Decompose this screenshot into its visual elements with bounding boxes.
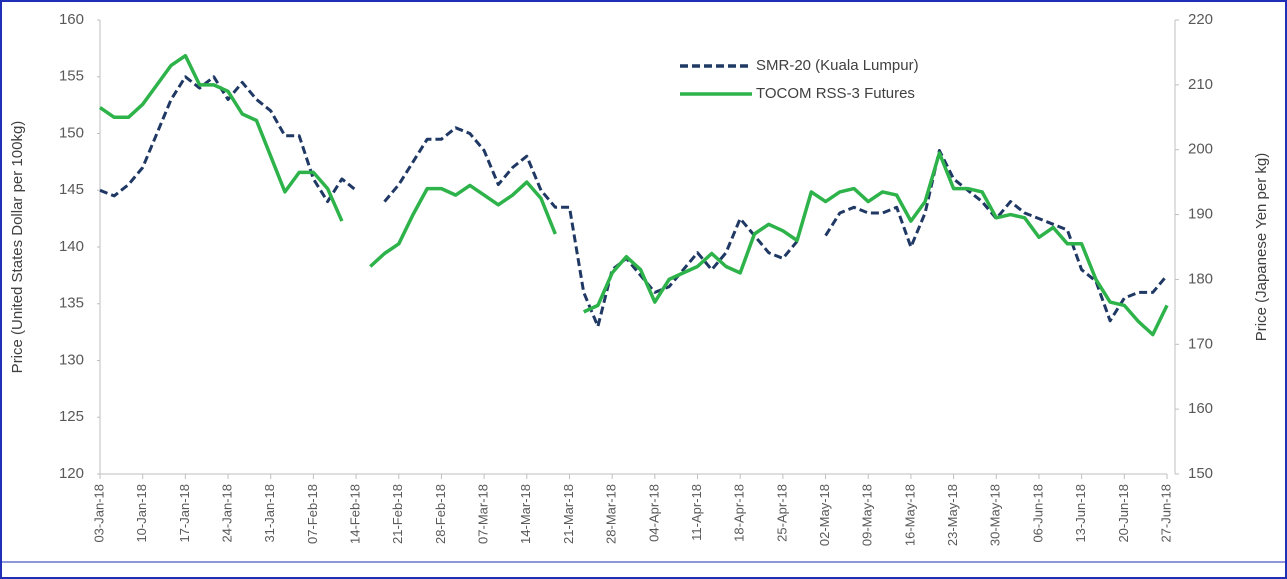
y-tick-label: 155 xyxy=(59,68,84,85)
y-tick-label: 160 xyxy=(59,11,84,28)
legend-label: TOCOM RSS-3 Futures xyxy=(756,85,915,102)
y-tick-label: 145 xyxy=(59,181,84,198)
y-tick-label: 140 xyxy=(59,238,84,255)
series-line xyxy=(582,151,1169,337)
y2-tick-label: 200 xyxy=(1188,141,1213,158)
y-tick-label: 135 xyxy=(59,295,84,312)
y2-tick-label: 180 xyxy=(1188,270,1213,287)
x-tick-label: 30-May-18 xyxy=(988,484,1003,546)
y-tick-label: 120 xyxy=(59,465,84,482)
x-tick-label: 13-Jun-18 xyxy=(1073,484,1088,543)
x-tick-label: 14-Feb-18 xyxy=(348,484,363,544)
x-tick-label: 23-May-18 xyxy=(945,484,960,546)
x-tick-label: 25-Apr-18 xyxy=(774,484,789,542)
x-tick-label: 07-Feb-18 xyxy=(305,484,320,544)
x-tick-label: 11-Apr-18 xyxy=(689,484,704,541)
legend-label: SMR-20 (Kuala Lumpur) xyxy=(756,57,919,74)
y-tick-label: 150 xyxy=(59,124,84,141)
x-tick-label: 09-May-18 xyxy=(860,484,875,546)
x-tick-label: 20-Jun-18 xyxy=(1116,484,1131,543)
x-tick-label: 10-Jan-18 xyxy=(134,484,149,543)
y-tick-label: 125 xyxy=(59,408,84,425)
x-tick-label: 21-Feb-18 xyxy=(390,484,405,544)
series-line xyxy=(369,180,557,268)
x-tick-label: 21-Mar-18 xyxy=(561,484,576,544)
x-tick-label: 04-Apr-18 xyxy=(646,484,661,542)
series-line xyxy=(824,149,1169,323)
y2-tick-label: 160 xyxy=(1188,400,1213,417)
series-line xyxy=(99,53,344,222)
x-tick-label: 03-Jan-18 xyxy=(91,484,106,543)
x-tick-label: 28-Mar-18 xyxy=(604,484,619,544)
x-tick-label: 31-Jan-18 xyxy=(262,484,277,543)
series-line xyxy=(99,75,358,204)
y-tick-label: 130 xyxy=(59,351,84,368)
x-tick-label: 18-Apr-18 xyxy=(732,484,747,542)
x-tick-label: 27-Jun-18 xyxy=(1158,484,1173,543)
y2-tick-label: 170 xyxy=(1188,335,1213,352)
y-axis-title: Price (United States Dollar per 100kg) xyxy=(9,121,26,374)
y2-tick-label: 220 xyxy=(1188,11,1213,28)
x-tick-label: 02-May-18 xyxy=(817,484,832,546)
y2-tick-label: 150 xyxy=(1188,465,1213,482)
x-tick-label: 07-Mar-18 xyxy=(476,484,491,544)
x-tick-label: 17-Jan-18 xyxy=(177,484,192,543)
x-tick-label: 16-May-18 xyxy=(902,484,917,546)
x-tick-label: 14-Mar-18 xyxy=(518,484,533,544)
x-tick-label: 06-Jun-18 xyxy=(1030,484,1045,543)
y2-axis-title: Price (Japanese Yen per kg) xyxy=(1253,153,1270,341)
y2-tick-label: 210 xyxy=(1188,76,1213,93)
y2-tick-label: 190 xyxy=(1188,206,1213,223)
x-tick-label: 24-Jan-18 xyxy=(219,484,234,543)
x-tick-label: 28-Feb-18 xyxy=(433,484,448,544)
